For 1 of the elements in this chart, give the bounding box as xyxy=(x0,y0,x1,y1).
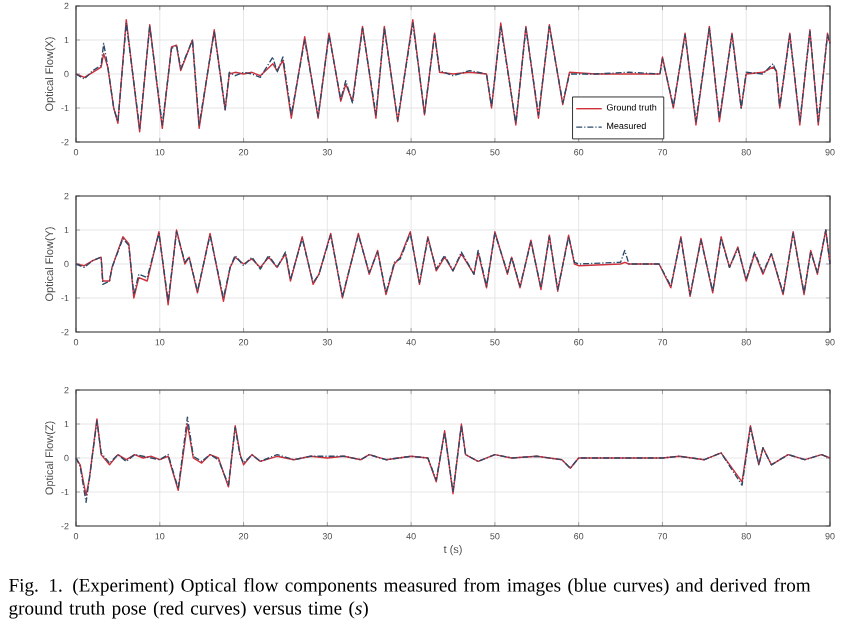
caption: Fig. 1. (Experiment) Optical flow components measured from images (blue curves) and derived from ground truth pose (red curves) versus time (s) xyxy=(9,578,811,619)
